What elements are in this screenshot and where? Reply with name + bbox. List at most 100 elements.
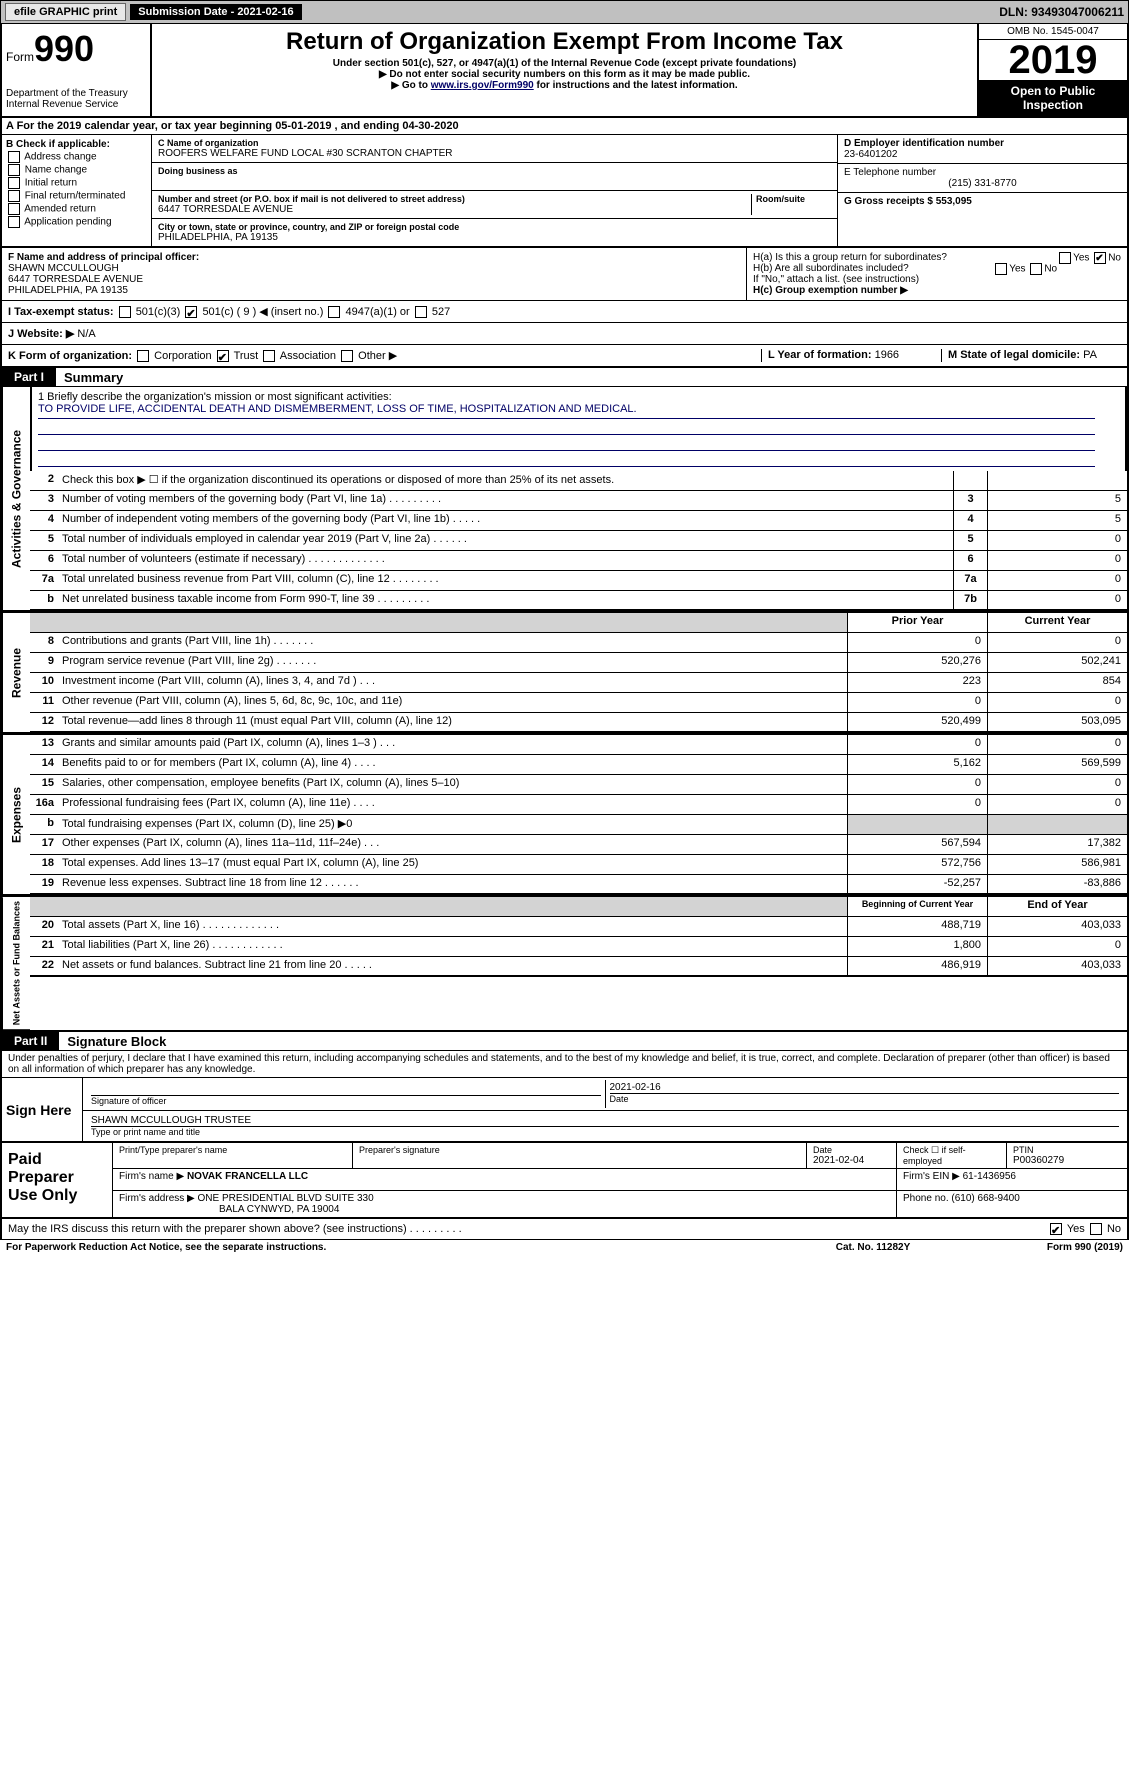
officer-label: F Name and address of principal officer: bbox=[8, 252, 740, 263]
part1-tab: Part I bbox=[2, 368, 56, 386]
part1-title: Summary bbox=[56, 370, 123, 385]
sign-here-label: Sign Here bbox=[2, 1078, 82, 1141]
cb-name-change[interactable]: Name change bbox=[6, 164, 147, 176]
form990-link[interactable]: www.irs.gov/Form990 bbox=[431, 80, 534, 91]
expenses-block: Expenses 13Grants and similar amounts pa… bbox=[0, 733, 1129, 895]
discuss-no-cb[interactable] bbox=[1090, 1223, 1102, 1235]
paid-label: Paid Preparer Use Only bbox=[2, 1143, 112, 1217]
side-governance: Activities & Governance bbox=[2, 387, 30, 611]
table-row: 9Program service revenue (Part VIII, lin… bbox=[30, 653, 1127, 673]
gov-row: bNet unrelated business taxable income f… bbox=[30, 591, 1127, 611]
room-label: Room/suite bbox=[756, 194, 831, 204]
tax-year: 2019 bbox=[979, 40, 1127, 80]
gross-receipts: G Gross receipts $ 553,095 bbox=[844, 196, 1121, 207]
city-value: PHILADELPHIA, PA 19135 bbox=[158, 232, 831, 243]
open-public-2: Inspection bbox=[1023, 98, 1083, 112]
penalty-text: Under penalties of perjury, I declare th… bbox=[2, 1051, 1127, 1077]
officer-addr2: PHILADELPHIA, PA 19135 bbox=[8, 285, 740, 296]
side-expenses: Expenses bbox=[2, 735, 30, 895]
officer-name: SHAWN MCCULLOUGH bbox=[8, 263, 740, 274]
pra-notice: For Paperwork Reduction Act Notice, see … bbox=[6, 1242, 773, 1253]
section-identity: B Check if applicable: Address change Na… bbox=[0, 135, 1129, 248]
gov-row: 6Total number of volunteers (estimate if… bbox=[30, 551, 1127, 571]
table-row: 14Benefits paid to or for members (Part … bbox=[30, 755, 1127, 775]
subtitle-3-post: for instructions and the latest informat… bbox=[534, 80, 738, 91]
dba-label: Doing business as bbox=[158, 166, 831, 176]
discuss-yes-cb[interactable] bbox=[1050, 1223, 1062, 1235]
table-row: 8Contributions and grants (Part VIII, li… bbox=[30, 633, 1127, 653]
top-bar: efile GRAPHIC print Submission Date - 20… bbox=[0, 0, 1129, 24]
cat-no: Cat. No. 11282Y bbox=[773, 1242, 973, 1253]
phone-label: E Telephone number bbox=[844, 167, 1121, 178]
signature-block: Under penalties of perjury, I declare th… bbox=[0, 1051, 1129, 1143]
revenue-block: Revenue Prior Year Current Year 8Contrib… bbox=[0, 611, 1129, 733]
part2-title: Signature Block bbox=[59, 1034, 166, 1049]
part2-header: Part II Signature Block bbox=[0, 1032, 1129, 1051]
page-footer: For Paperwork Reduction Act Notice, see … bbox=[0, 1240, 1129, 1255]
gov-row: 4Number of independent voting members of… bbox=[30, 511, 1127, 531]
cb-initial-return[interactable]: Initial return bbox=[6, 177, 147, 189]
form-header: Form990 Department of the Treasury Inter… bbox=[0, 24, 1129, 118]
paid-preparer: Paid Preparer Use Only Print/Type prepar… bbox=[0, 1143, 1129, 1219]
addr-value: 6447 TORRESDALE AVENUE bbox=[158, 204, 751, 215]
gov-row: 2Check this box ▶ ☐ if the organization … bbox=[30, 471, 1127, 491]
gov-row: 7aTotal unrelated business revenue from … bbox=[30, 571, 1127, 591]
table-row: 16aProfessional fundraising fees (Part I… bbox=[30, 795, 1127, 815]
side-revenue: Revenue bbox=[2, 613, 30, 733]
subtitle-3-pre: ▶ Go to bbox=[391, 80, 430, 91]
cb-address-change[interactable]: Address change bbox=[6, 151, 147, 163]
table-row: 11Other revenue (Part VIII, column (A), … bbox=[30, 693, 1127, 713]
table-row: 20Total assets (Part X, line 16) . . . .… bbox=[30, 917, 1127, 937]
sig-name: SHAWN MCCULLOUGH TRUSTEE bbox=[91, 1115, 1119, 1127]
hb-note: If "No," attach a list. (see instruction… bbox=[753, 274, 1121, 285]
gov-row: 5Total number of individuals employed in… bbox=[30, 531, 1127, 551]
cb-app-pending[interactable]: Application pending bbox=[6, 216, 147, 228]
hc-label: H(c) Group exemption number ▶ bbox=[753, 285, 1121, 296]
table-row: 18Total expenses. Add lines 13–17 (must … bbox=[30, 855, 1127, 875]
mission-q: 1 Briefly describe the organization's mi… bbox=[38, 391, 1095, 403]
part2-tab: Part II bbox=[2, 1032, 59, 1050]
submission-date: Submission Date - 2021-02-16 bbox=[130, 4, 301, 20]
table-row: 13Grants and similar amounts paid (Part … bbox=[30, 735, 1127, 755]
netassets-block: Net Assets or Fund Balances Beginning of… bbox=[0, 895, 1129, 1032]
col-b-head: B Check if applicable: bbox=[6, 139, 147, 150]
addr-label: Number and street (or P.O. box if mail i… bbox=[158, 194, 751, 204]
table-row: 22Net assets or fund balances. Subtract … bbox=[30, 957, 1127, 977]
dln: DLN: 93493047006211 bbox=[999, 5, 1124, 19]
table-row: 21Total liabilities (Part X, line 26) . … bbox=[30, 937, 1127, 957]
table-row: 15Salaries, other compensation, employee… bbox=[30, 775, 1127, 795]
dept-label: Department of the Treasury bbox=[6, 88, 146, 99]
cb-amended[interactable]: Amended return bbox=[6, 203, 147, 215]
efile-button[interactable]: efile GRAPHIC print bbox=[5, 3, 126, 21]
table-row: 19Revenue less expenses. Subtract line 1… bbox=[30, 875, 1127, 895]
table-row: 17Other expenses (Part IX, column (A), l… bbox=[30, 835, 1127, 855]
table-row: 12Total revenue—add lines 8 through 11 (… bbox=[30, 713, 1127, 733]
subtitle-2: ▶ Do not enter social security numbers o… bbox=[156, 69, 973, 80]
row-a-tax-year: A For the 2019 calendar year, or tax yea… bbox=[0, 118, 1129, 135]
rev-prior-hdr: Prior Year bbox=[847, 613, 987, 632]
sig-date-label: Date bbox=[610, 1094, 1120, 1104]
ha-label: H(a) Is this a group return for subordin… bbox=[753, 252, 947, 263]
sig-name-label: Type or print name and title bbox=[91, 1127, 1119, 1137]
col-b-checkboxes: B Check if applicable: Address change Na… bbox=[2, 135, 152, 246]
city-label: City or town, state or province, country… bbox=[158, 222, 831, 232]
row-k-org-form: K Form of organization: Corporation Trus… bbox=[0, 345, 1129, 368]
part1-header: Part I Summary bbox=[0, 368, 1129, 387]
side-netassets: Net Assets or Fund Balances bbox=[2, 897, 30, 1030]
mission-a: TO PROVIDE LIFE, ACCIDENTAL DEATH AND DI… bbox=[38, 403, 1095, 419]
ein-label: D Employer identification number bbox=[844, 138, 1121, 149]
table-row: bTotal fundraising expenses (Part IX, co… bbox=[30, 815, 1127, 835]
hb-label: H(b) Are all subordinates included? bbox=[753, 263, 909, 274]
cb-final-return[interactable]: Final return/terminated bbox=[6, 190, 147, 202]
form-footer: Form 990 (2019) bbox=[973, 1242, 1123, 1253]
irs-label: Internal Revenue Service bbox=[6, 99, 146, 110]
row-j-website: J Website: ▶ N/A bbox=[0, 323, 1129, 345]
form-word: Form bbox=[6, 50, 34, 64]
discuss-row: May the IRS discuss this return with the… bbox=[0, 1219, 1129, 1240]
officer-addr1: 6447 TORRESDALE AVENUE bbox=[8, 274, 740, 285]
phone-value: (215) 331-8770 bbox=[844, 178, 1121, 189]
na-end-hdr: End of Year bbox=[987, 897, 1127, 916]
rev-current-hdr: Current Year bbox=[987, 613, 1127, 632]
org-name: ROOFERS WELFARE FUND LOCAL #30 SCRANTON … bbox=[158, 148, 831, 159]
org-name-label: C Name of organization bbox=[158, 138, 831, 148]
